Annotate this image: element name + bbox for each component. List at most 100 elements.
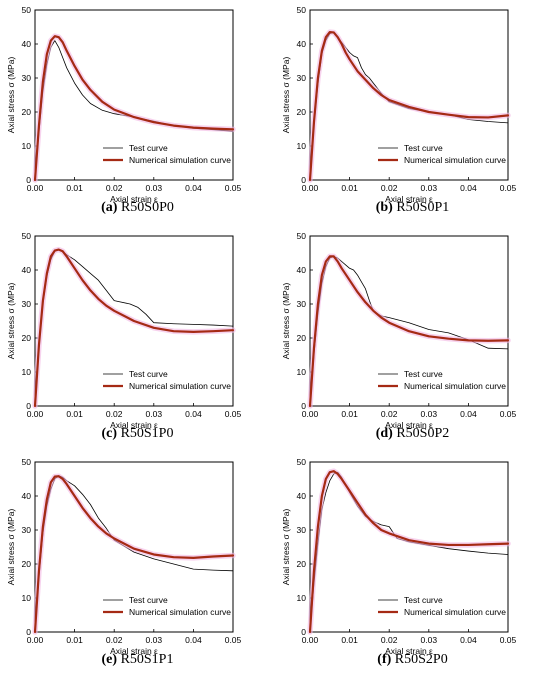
x-tick-label: 0.03 — [421, 635, 438, 645]
y-tick-label: 50 — [22, 457, 32, 467]
x-tick-label: 0.03 — [146, 635, 163, 645]
series-line-simulation — [308, 470, 510, 634]
panel-label: (f) — [377, 652, 392, 667]
series-line-simulation — [308, 31, 510, 182]
y-tick-label: 10 — [297, 141, 307, 151]
panel-label: (a) — [101, 200, 118, 215]
x-tick-label: 0.05 — [500, 635, 517, 645]
plot-frame — [34, 235, 234, 407]
panel-title: R50S0P0 — [117, 200, 174, 215]
y-tick-label: 50 — [22, 231, 32, 241]
y-tick-label: 10 — [297, 593, 307, 603]
x-tick-label: 0.01 — [341, 635, 358, 645]
chart-panel-4: 0.00 0.01 0.02 0.03 0.04 0.05 0 10 20 30 40 50 Axial… — [275, 226, 550, 452]
plot-frame — [34, 461, 234, 633]
legend-label: Numerical simulation curve — [129, 607, 231, 617]
chart-svg: 0.00 0.01 0.02 0.03 0.04 0.05 0 10 20 30 40 50 Axial… — [6, 457, 242, 656]
x-tick-label: 0.03 — [146, 409, 163, 419]
panel-title: R50S1P1 — [117, 652, 174, 667]
y-axis-label: Axial stress σ (MPa) — [6, 283, 16, 360]
y-tick-label: 30 — [22, 525, 32, 535]
panel-title: R50S1P0 — [117, 426, 174, 441]
y-tick-label: 30 — [297, 525, 307, 535]
y-tick-label: 40 — [22, 39, 32, 49]
plot-frame — [309, 235, 509, 407]
chart-svg: 0.00 0.01 0.02 0.03 0.04 0.05 0 10 20 30 40 50 Axial… — [281, 5, 517, 204]
x-tick-label: 0.02 — [381, 635, 398, 645]
x-tick-label: 0.00 — [302, 183, 319, 193]
series-line-simulation — [308, 255, 510, 408]
x-tick-label: 0.01 — [341, 183, 358, 193]
panel-label: (b) — [375, 200, 393, 215]
y-tick-label: 20 — [297, 559, 307, 569]
x-tick-label: 0.05 — [500, 409, 517, 419]
y-tick-label: 10 — [297, 367, 307, 377]
legend-label: Numerical simulation curve — [404, 607, 506, 617]
legend-label: Numerical simulation curve — [404, 155, 506, 165]
x-tick-label: 0.03 — [421, 183, 438, 193]
chart-panel-5: 0.00 0.01 0.02 0.03 0.04 0.05 0 10 20 30 40 50 Axial… — [0, 452, 275, 678]
legend-label: Numerical simulation curve — [404, 381, 506, 391]
y-tick-label: 50 — [22, 5, 32, 15]
chart-panel-1: 0.00 0.01 0.02 0.03 0.04 0.05 0 10 20 30 40 50 Axial… — [0, 0, 275, 226]
x-tick-label: 0.04 — [185, 409, 202, 419]
y-tick-label: 30 — [297, 299, 307, 309]
y-tick-label: 10 — [22, 593, 32, 603]
chart-svg: 0.00 0.01 0.02 0.03 0.04 0.05 0 10 20 30 40 50 Axial… — [281, 457, 517, 656]
x-tick-label: 0.03 — [421, 409, 438, 419]
y-tick-label: 40 — [22, 491, 32, 501]
x-tick-label: 0.00 — [27, 183, 44, 193]
y-tick-label: 0 — [301, 401, 306, 411]
y-axis-label: Axial stress σ (MPa) — [6, 509, 16, 586]
legend-label: Test curve — [129, 369, 168, 379]
y-axis-label: Axial stress σ (MPa) — [281, 283, 291, 360]
y-tick-label: 50 — [297, 5, 307, 15]
panel-caption: (a) R50S0P0 — [0, 200, 275, 216]
x-tick-label: 0.01 — [66, 635, 83, 645]
x-tick-label: 0.02 — [106, 409, 123, 419]
x-tick-label: 0.02 — [381, 409, 398, 419]
x-tick-label: 0.03 — [146, 183, 163, 193]
legend-label: Test curve — [404, 143, 443, 153]
plot-frame — [34, 9, 234, 181]
y-tick-label: 0 — [301, 627, 306, 637]
plot-frame — [309, 9, 509, 181]
legend-label: Numerical simulation curve — [129, 381, 231, 391]
x-tick-label: 0.05 — [225, 183, 242, 193]
y-tick-label: 0 — [301, 175, 306, 185]
y-tick-label: 30 — [22, 299, 32, 309]
panel-caption: (b) R50S0P1 — [275, 200, 550, 216]
x-tick-label: 0.02 — [106, 183, 123, 193]
y-tick-label: 50 — [297, 231, 307, 241]
chart-svg: 0.00 0.01 0.02 0.03 0.04 0.05 0 10 20 30 40 50 Axial… — [6, 5, 242, 204]
x-tick-label: 0.01 — [341, 409, 358, 419]
x-axis-label: Axial strain ε — [110, 194, 158, 204]
x-tick-label: 0.00 — [302, 409, 319, 419]
y-tick-label: 40 — [22, 265, 32, 275]
x-axis-label: Axial strain ε — [110, 646, 158, 656]
y-axis-label: Axial stress σ (MPa) — [6, 57, 16, 134]
x-tick-label: 0.00 — [302, 635, 319, 645]
chart-panel-6: 0.00 0.01 0.02 0.03 0.04 0.05 0 10 20 30 40 50 Axial… — [275, 452, 550, 678]
x-tick-label: 0.02 — [381, 183, 398, 193]
y-tick-label: 0 — [26, 401, 31, 411]
y-tick-label: 0 — [26, 175, 31, 185]
y-tick-label: 30 — [297, 73, 307, 83]
y-tick-label: 10 — [22, 367, 32, 377]
y-tick-label: 20 — [22, 333, 32, 343]
chart-panel-3: 0.00 0.01 0.02 0.03 0.04 0.05 0 10 20 30 40 50 Axial… — [0, 226, 275, 452]
series-line-simulation — [33, 35, 235, 182]
chart-panel-2: 0.00 0.01 0.02 0.03 0.04 0.05 0 10 20 30 40 50 Axial… — [275, 0, 550, 226]
legend-label: Test curve — [129, 143, 168, 153]
legend-label: Numerical simulation curve — [129, 155, 231, 165]
x-tick-label: 0.02 — [106, 635, 123, 645]
x-axis-label: Axial strain ε — [385, 420, 433, 430]
x-tick-label: 0.04 — [185, 183, 202, 193]
y-tick-label: 20 — [22, 559, 32, 569]
x-tick-label: 0.04 — [460, 635, 477, 645]
panel-label: (c) — [101, 426, 118, 441]
panel-title: R50S2P0 — [391, 652, 448, 667]
legend-label: Test curve — [404, 595, 443, 605]
x-axis-label: Axial strain ε — [385, 646, 433, 656]
x-tick-label: 0.05 — [500, 183, 517, 193]
